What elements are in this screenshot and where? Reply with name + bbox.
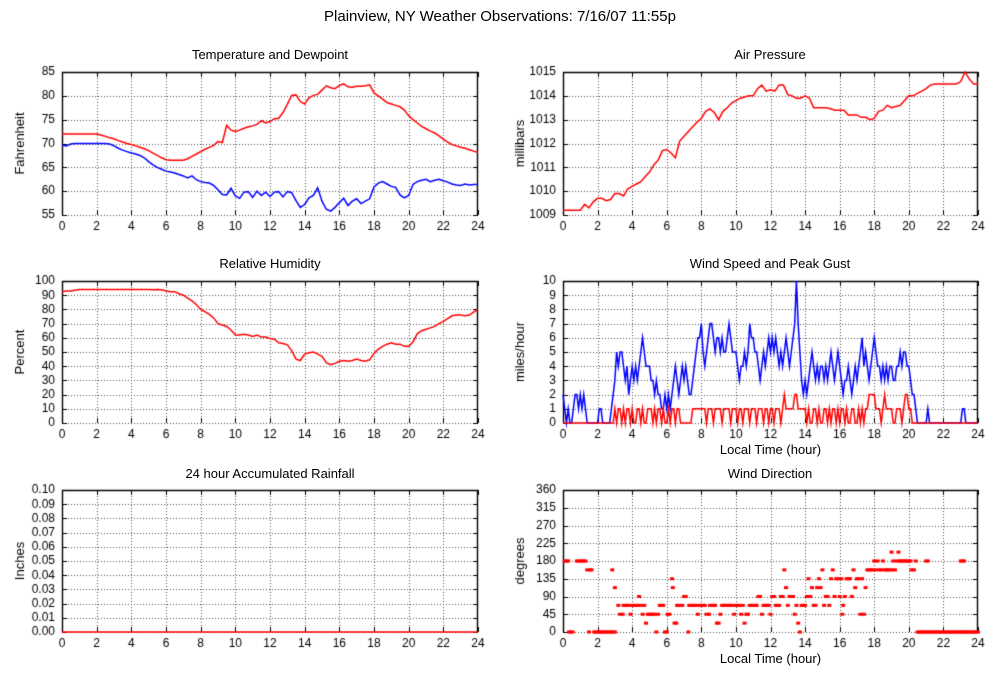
x-axis-label: Local Time (hour) bbox=[719, 442, 822, 457]
chart-relative-humidity: Relative Humidity bbox=[0, 250, 500, 462]
chart-accumulated-rainfall: 24 hour Accumulated Rainfall bbox=[0, 462, 500, 680]
wind-direction-plot bbox=[500, 462, 1000, 680]
air-pressure-plot bbox=[500, 40, 1000, 250]
chart-title: Wind Speed and Peak Gust bbox=[689, 256, 851, 271]
relative-humidity-plot bbox=[0, 250, 500, 462]
chart-wind-speed-gust: Wind Speed and Peak Gust Local Time (hou… bbox=[500, 250, 1000, 462]
chart-temperature-dewpoint: Temperature and Dewpoint bbox=[0, 40, 500, 250]
chart-air-pressure: Air Pressure bbox=[500, 40, 1000, 250]
charts-grid: Temperature and Dewpoint Air Pressure Re… bbox=[0, 40, 1000, 680]
chart-title: Relative Humidity bbox=[219, 256, 321, 271]
chart-title: 24 hour Accumulated Rainfall bbox=[185, 466, 355, 481]
chart-title: Air Pressure bbox=[734, 47, 806, 62]
chart-wind-direction: Wind Direction Local Time (hour) bbox=[500, 462, 1000, 680]
x-axis-label: Local Time (hour) bbox=[719, 651, 822, 666]
wind-speed-gust-plot bbox=[500, 250, 1000, 462]
chart-title: Wind Direction bbox=[727, 466, 813, 481]
page-title: Plainview, NY Weather Observations: 7/16… bbox=[324, 8, 676, 25]
temperature-dewpoint-plot bbox=[0, 40, 500, 250]
chart-title: Temperature and Dewpoint bbox=[191, 47, 349, 62]
accumulated-rainfall-plot bbox=[0, 462, 500, 680]
